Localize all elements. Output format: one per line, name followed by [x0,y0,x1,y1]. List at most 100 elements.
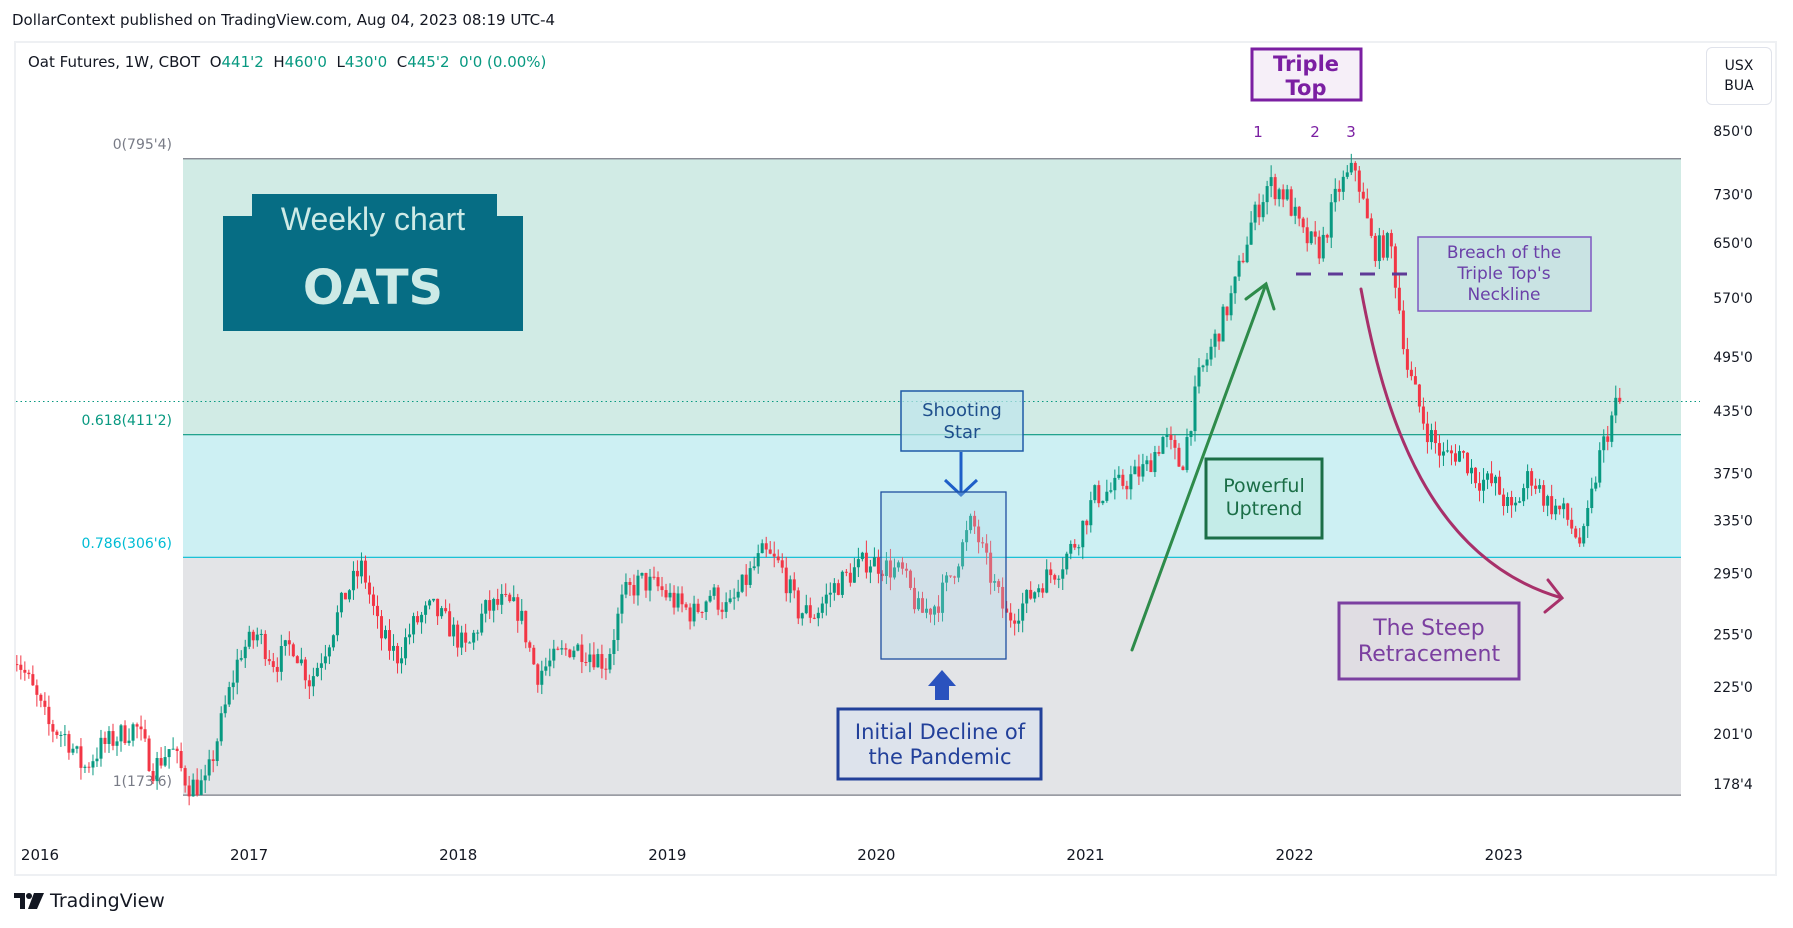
candle-body [408,634,412,638]
candle-body [616,613,620,641]
candle-body [941,582,945,613]
candle-body [756,553,760,567]
candle-body [1133,466,1137,475]
candle-body [1005,608,1009,613]
candle-body [35,685,39,695]
arrow-up-icon [928,670,956,700]
candle-body [969,515,973,531]
candle-body [1165,434,1169,438]
candle-body [848,572,852,583]
candle-body [1001,586,1005,609]
candle-body [275,666,279,672]
candle-body [993,581,997,583]
candle-body [900,562,904,569]
shooting-star-box[interactable]: Shooting Star [900,390,1024,452]
candle-body [1606,436,1610,442]
candle-body [516,597,520,621]
candle-body [263,633,267,660]
candle-body [920,598,924,613]
candle-body [335,612,339,636]
candle-body [776,556,780,561]
candle-body [852,567,856,583]
candle-body [223,704,227,714]
candle-body [440,608,444,617]
candle-body [1397,287,1401,311]
price-axis[interactable]: 850'0 730'0 650'0 570'0 495'0 435'0 375'0 335'0… [1713,124,1753,793]
currency-unit-button[interactable]: USX BUA [1706,47,1772,105]
candle-body [444,608,448,612]
close-label: C [396,53,408,71]
candle-body [700,611,704,613]
candle-body [1377,235,1381,262]
candle-body [1417,384,1421,407]
candle-body [464,632,468,643]
candle-body [251,631,255,641]
candle-body [512,597,516,602]
candle-body [1169,434,1173,440]
candle-body [1145,460,1149,465]
uptrend-line1: Powerful [1223,475,1304,497]
candle-body [1197,367,1201,387]
candle-body [472,632,476,643]
breach-box[interactable]: Breach of the Triple Top's Neckline [1417,236,1592,312]
candle-body [47,706,51,725]
candle-body [1365,198,1369,219]
candle-body [933,606,937,615]
retracement-box[interactable]: The Steep Retracement [1337,601,1521,681]
open-value: 441'2 [221,53,264,71]
candle-body [1233,276,1237,294]
time-tick-label: 2018 [439,846,477,864]
candle-body [684,604,688,608]
candle-body [876,557,880,574]
price-tick-label: 201'0 [1713,727,1752,743]
candle-body [279,646,283,672]
triple-top-box[interactable]: Triple Top [1250,47,1363,102]
candle-body [564,648,568,650]
unit-line2: BUA [1724,78,1754,94]
candle-body [1470,467,1474,474]
candle-body [1538,485,1542,489]
candle-body [1225,306,1229,316]
candle-body [1017,620,1021,624]
chart-frame [14,41,1777,876]
candle-body [1221,306,1225,342]
peak-2-label: 2 [1310,123,1320,141]
uptrend-box[interactable]: Powerful Uptrend [1204,457,1324,540]
candle-body [1618,397,1622,402]
candle-body [1009,612,1013,621]
candles [16,153,1622,806]
candle-body [1449,450,1453,454]
candle-body [860,552,864,560]
pandemic-highlight-rect[interactable] [880,491,1007,660]
candle-body [488,600,492,611]
candle-body [740,574,744,592]
candle-body [720,609,724,612]
candle-body [576,644,580,651]
candle-body [1297,206,1301,219]
high-label: H [273,53,285,71]
candle-body [872,557,876,567]
candle-body [1437,443,1441,456]
candle-body [760,543,764,554]
candle-body [560,648,564,650]
candle-body [1333,188,1337,203]
candle-body [1385,233,1389,258]
candle-body [1602,436,1606,451]
candle-body [303,659,307,681]
candle-body [307,680,311,687]
retracement-line1: The Steep [1372,616,1485,641]
pandemic-box[interactable]: Initial Decline of the Pandemic [836,707,1043,781]
tradingview-footer[interactable]: TradingView [14,890,165,912]
uptrend-line2: Uptrend [1226,498,1303,520]
retracement-curve-arrow[interactable] [1359,287,1565,614]
arrow-down-icon [943,452,979,498]
uptrend-arrow[interactable] [1130,281,1276,652]
candle-body [123,725,127,744]
time-axis[interactable]: 2016 2017 2018 2019 2020 2021 2022 2023 [21,846,1523,864]
candle-body [1025,589,1029,604]
fib-label-0: 0(795'4) [113,137,172,153]
candle-body [1213,333,1217,347]
candle-body [1409,369,1413,377]
candle-body [532,647,536,665]
